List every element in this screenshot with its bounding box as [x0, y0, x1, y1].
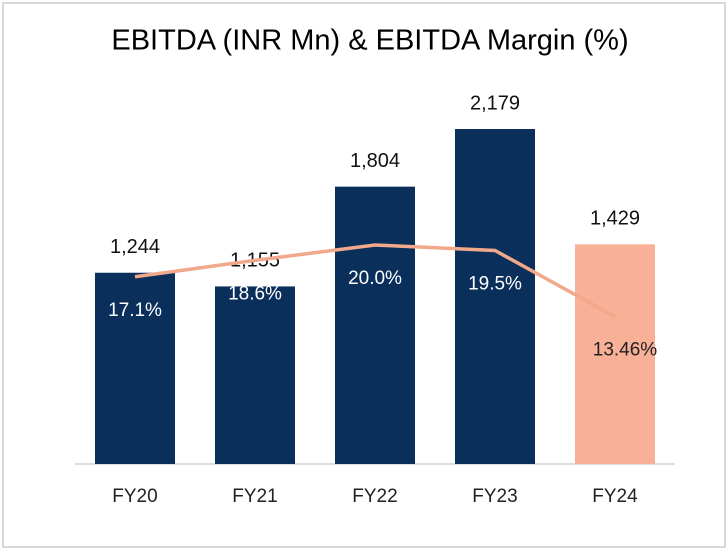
- margin-line: [134, 243, 616, 319]
- x-tick-label: FY21: [232, 486, 277, 507]
- line-value-label: 19.5%: [468, 273, 522, 294]
- bar: [215, 286, 295, 464]
- bar: [575, 244, 655, 464]
- bar: [455, 129, 535, 464]
- x-tick-label: FY23: [472, 486, 517, 507]
- chart-title: EBITDA (INR Mn) & EBITDA Margin (%): [111, 25, 628, 57]
- line-value-label: 13.46%: [593, 340, 658, 361]
- bar: [335, 186, 415, 464]
- x-tick-label: FY22: [352, 486, 397, 507]
- line-value-label: 18.6%: [228, 283, 282, 304]
- bar: [95, 272, 175, 464]
- x-tick-label: FY20: [112, 486, 157, 507]
- x-tick-label: FY24: [592, 486, 638, 507]
- line-value-label: 17.1%: [108, 300, 162, 321]
- bar-value-label: 1,804: [350, 150, 400, 172]
- line-value-label: 20.0%: [348, 268, 402, 289]
- bar-value-label: 1,244: [110, 236, 160, 258]
- bar-value-label: 1,429: [590, 208, 640, 230]
- bar-value-label: 2,179: [470, 92, 520, 114]
